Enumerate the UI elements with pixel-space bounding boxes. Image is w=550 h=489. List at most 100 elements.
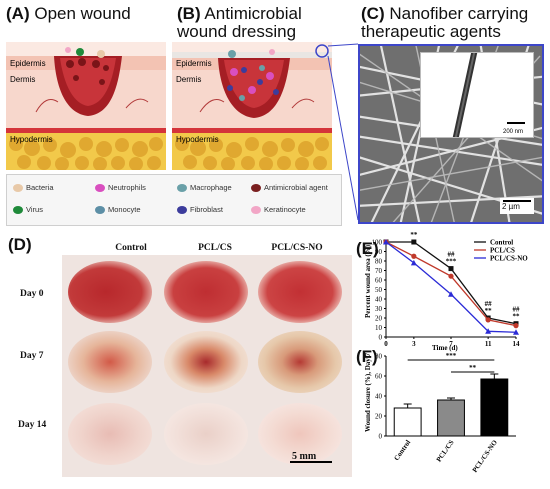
panel-b-title-line1: Antimicrobial: [204, 4, 302, 23]
f-category-label: PCL/CS-NO: [471, 438, 500, 474]
photo-pclcsno-day0: [258, 261, 342, 323]
f-y-tick-label: 20: [375, 413, 383, 421]
e-legend-label: Control: [490, 239, 513, 247]
panel-b-layer-hypodermis: Hypodermis: [176, 135, 219, 144]
neutrophil-icon: [95, 183, 105, 192]
photo-pclcs-day14: [164, 403, 248, 465]
legend-item-fibroblast: Fibroblast: [177, 205, 223, 214]
f-sig-label-1: ***: [446, 352, 457, 360]
sem-scalebar: 2 µm: [500, 198, 534, 214]
legend-item-macrophage: Macrophage: [177, 183, 232, 192]
e-legend-label: PCL/CS-NO: [490, 255, 528, 263]
panel-c-title-line1: Nanofiber carrying: [389, 4, 529, 23]
sem-scale-label: 2 µm: [502, 202, 520, 211]
bacteria-icon: [97, 50, 105, 58]
e-point: [411, 253, 417, 259]
macrophage-icon: [177, 183, 187, 192]
e-x-tick-label: 0: [384, 340, 388, 348]
macrophage-icon: [228, 50, 236, 58]
photo-pclcs-day0: [164, 261, 248, 323]
col-label-pcl-cs-no: PCL/CS-NO: [271, 243, 323, 253]
panel-b-label: (B): [177, 4, 201, 23]
antimicrobial-dressing-illustration: Epidermis Dermis Hypodermis: [172, 42, 332, 170]
e-y-tick-label: 90: [375, 248, 383, 256]
panel-a-layer-hypodermis: Hypodermis: [10, 135, 53, 144]
f-category-label: PCL/CS: [435, 438, 456, 463]
photo-pclcs-day7: [164, 331, 248, 393]
virus-icon: [76, 48, 84, 56]
e-y-axis-label: Percent wound area (%): [364, 244, 372, 318]
photo-scale-label: 5 mm: [292, 451, 317, 462]
panel-b-title-line2: wound dressing: [177, 22, 297, 41]
f-bar-1: [437, 399, 465, 437]
inset-scale-label: 200 nm: [503, 129, 523, 135]
zoom-connector: [327, 43, 359, 221]
f-category-label: Control: [392, 439, 412, 463]
virus-icon: [13, 205, 23, 214]
f-y-tick-label: 0: [379, 433, 383, 441]
bacteria-icon: [13, 183, 23, 192]
f-y-axis-label: Wound closure (%), Day 7: [364, 352, 372, 432]
e-y-tick-label: 50: [375, 286, 383, 294]
e-annotation: **: [513, 313, 521, 321]
col-label-control: Control: [115, 243, 147, 253]
e-point: [448, 291, 454, 297]
e-point: [410, 259, 417, 266]
panel-a-header: (A) Open wound: [6, 5, 131, 23]
tem-inset: 200 nm: [420, 48, 534, 142]
f-sig-label-2: **: [469, 364, 477, 372]
open-wound-illustration: Epidermis Dermis Hypodermis: [6, 42, 166, 170]
panel-b-layer-dermis: Dermis: [176, 75, 201, 84]
panel-a-label: (A): [6, 4, 30, 23]
e-y-tick-label: 0: [379, 334, 383, 342]
e-point: [448, 266, 454, 272]
e-legend-label: PCL/CS: [490, 247, 515, 255]
photo-pclcsno-day14: [258, 403, 342, 465]
e-annotation: ##: [513, 306, 521, 314]
legend-item-keratinocyte: Keratinocyte: [251, 205, 306, 214]
e-annotation: **: [410, 232, 418, 239]
panel-d-label: (D): [8, 235, 32, 254]
e-point: [383, 239, 389, 245]
legend-item-antimicrobial-agent: Antimicrobial agent: [251, 183, 328, 192]
e-y-tick-label: 20: [375, 315, 383, 323]
e-point: [411, 239, 417, 245]
e-point: [513, 329, 519, 335]
panel-c-header: (C) Nanofiber carrying: [361, 5, 528, 23]
row-label-day14: Day 14: [18, 420, 47, 430]
panel-f-label: (F): [356, 347, 378, 366]
e-y-tick-label: 60: [375, 277, 383, 285]
panel-a-layer-dermis: Dermis: [10, 75, 35, 84]
photo-control-day0: [68, 261, 152, 323]
antimicrobial-agent-icon: [251, 183, 261, 192]
cell-legend: Bacteria Neutrophils Macrophage Antimicr…: [6, 174, 342, 226]
panel-c-label: (C): [361, 4, 385, 23]
panel-a-title: Open wound: [34, 4, 131, 23]
photo-pclcsno-day7: [258, 331, 342, 393]
keratinocyte-icon: [269, 49, 275, 55]
photo-control-day7: [68, 331, 152, 393]
f-y-tick-label: 60: [375, 373, 383, 381]
e-y-tick-label: 100: [372, 239, 383, 247]
e-annotation: ##: [448, 251, 456, 259]
sem-image-frame: 200 nm 2 µm: [358, 44, 544, 224]
panel-e-label: (E): [356, 239, 379, 258]
row-label-day0: Day 0: [20, 289, 44, 299]
e-y-tick-label: 70: [375, 267, 383, 275]
keratinocyte-icon: [251, 205, 261, 214]
e-point: [513, 323, 519, 329]
panel-b-layer-epidermis: Epidermis: [176, 59, 212, 68]
legend-item-monocyte: Monocyte: [95, 205, 141, 214]
e-x-tick-label: 7: [449, 340, 453, 348]
e-y-tick-label: 80: [375, 258, 383, 266]
e-y-tick-label: 40: [375, 296, 383, 304]
e-x-axis-label: Time (d): [432, 344, 458, 352]
legend-item-neutrophils: Neutrophils: [95, 183, 146, 192]
legend-item-virus: Virus: [13, 205, 43, 214]
e-x-tick-label: 14: [513, 340, 521, 348]
f-y-tick-label: 80: [375, 353, 383, 361]
keratinocyte-icon: [65, 47, 71, 53]
